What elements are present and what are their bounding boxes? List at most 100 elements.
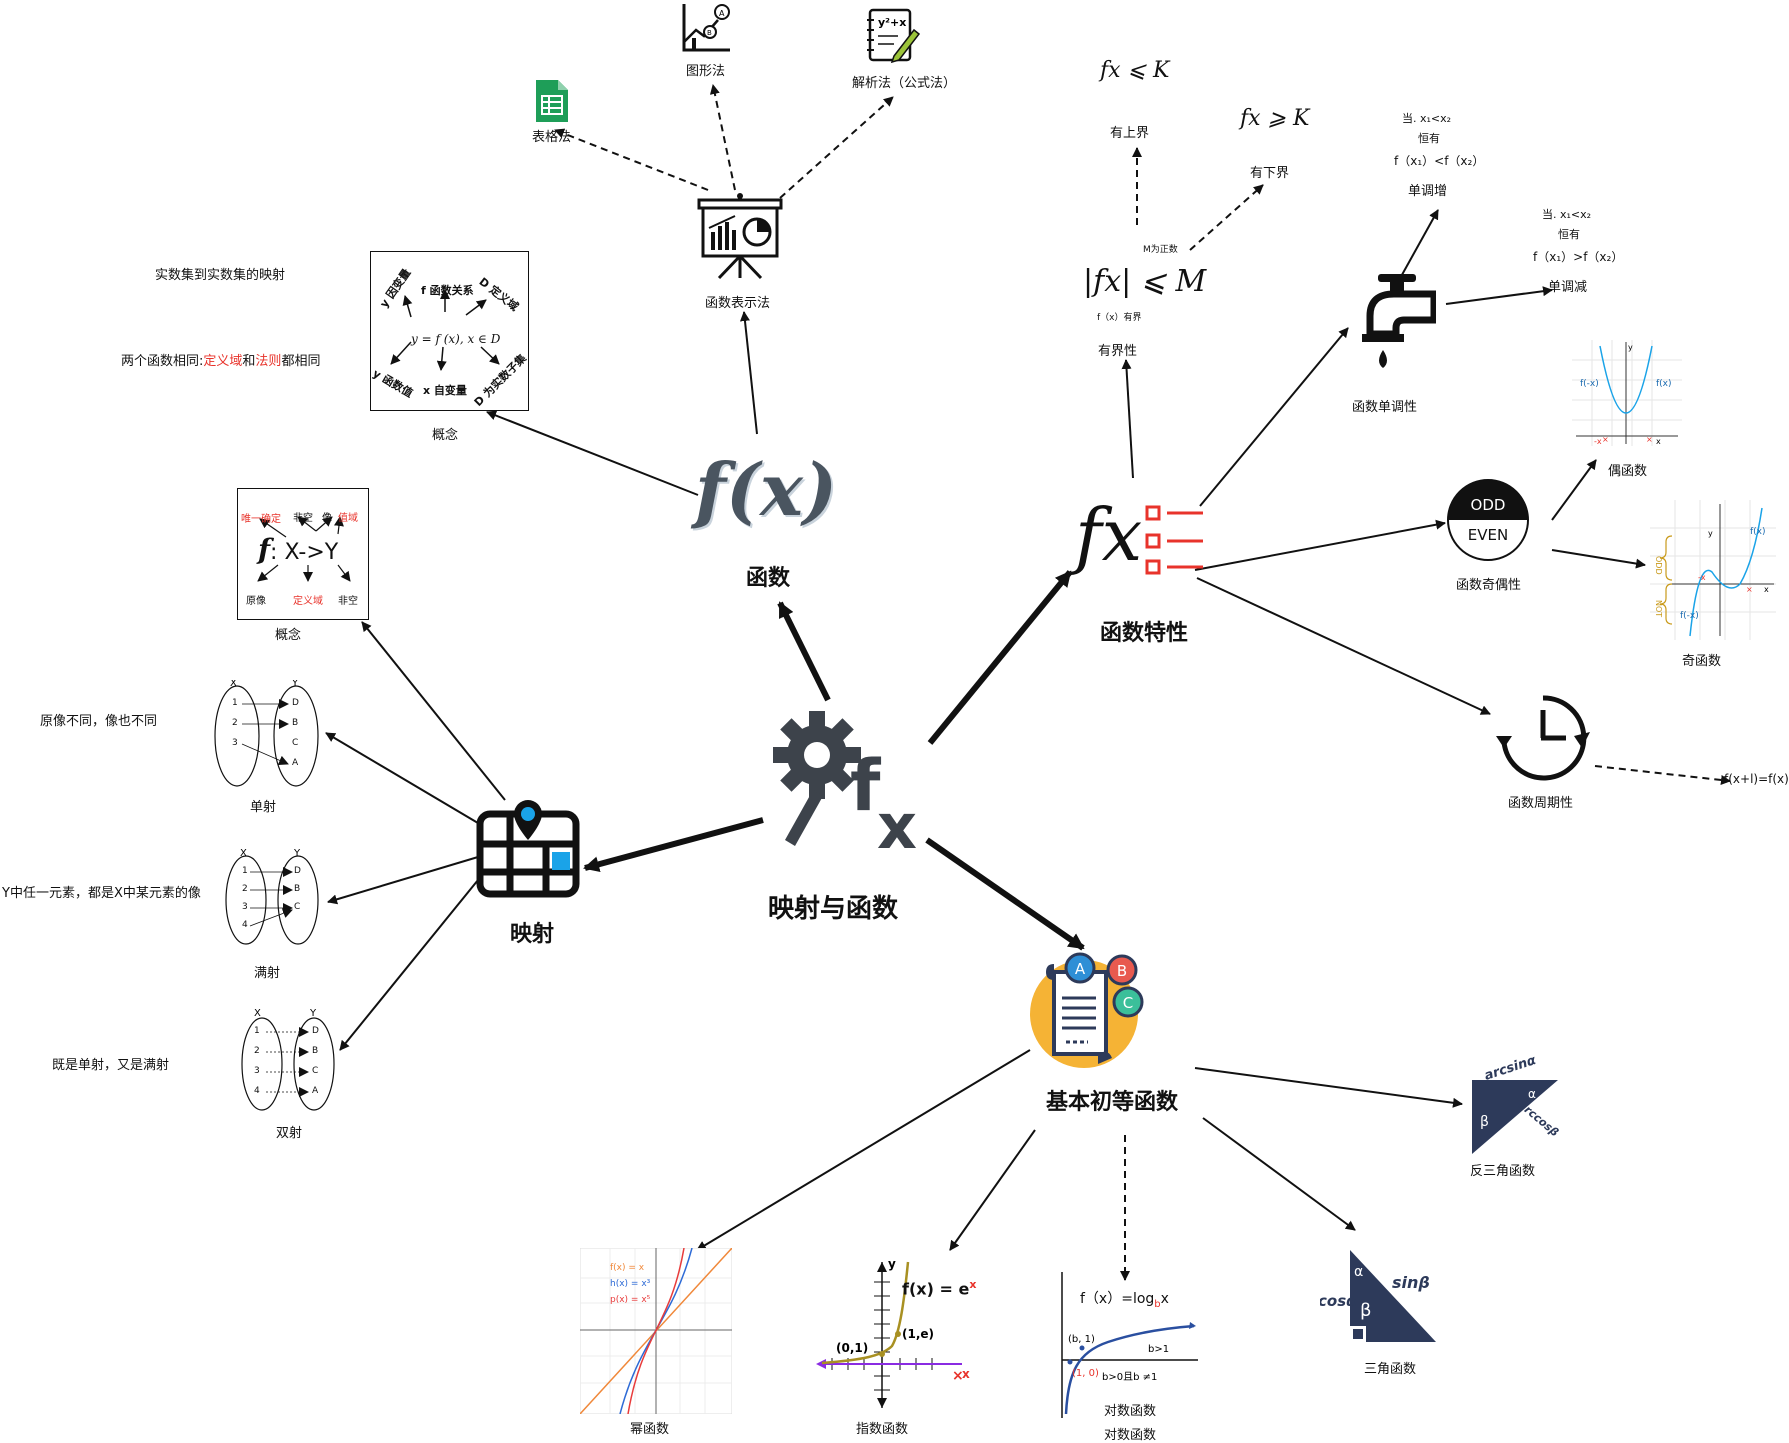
surjection-note: Y中任一元素，都是X中某元素的像 (2, 886, 201, 901)
fx-icon: f(x) (695, 447, 838, 532)
svg-text:×: × (952, 1368, 964, 1384)
fx-properties-icon: fx (1075, 493, 1143, 577)
exp-formula: f(x) = ex (902, 1278, 977, 1299)
inc-cond-2: 恒有 (1418, 132, 1440, 145)
injection-diagram[interactable]: X Y 1 2 3 D B C A (212, 678, 322, 790)
link-function-concept (486, 410, 699, 496)
set-y-label: Y (291, 680, 299, 689)
log-formula: f（x）=logbx (1080, 1291, 1169, 1310)
power-function-graph: f(x) = x h(x) = x³ p(x) = x⁵ (579, 1247, 733, 1415)
injection-x-1: 1 (232, 698, 238, 708)
link-mapping-bijection (339, 879, 479, 1051)
injection-sets: X Y (214, 678, 319, 787)
exp-axis-x: x (962, 1367, 970, 1381)
even-graph: × × f(-x) f(x) -x x y (1572, 340, 1682, 446)
bijection-diagram[interactable]: X Y 1 2 3 4 D B C A (238, 1008, 338, 1114)
odd-axis-x: x (1764, 585, 1769, 594)
label-nonempty-top: 非空 (293, 513, 313, 524)
log-point-1: (b, 1) (1068, 1334, 1095, 1345)
log-b1: b>1 (1148, 1344, 1169, 1355)
clock-node[interactable] (1494, 692, 1592, 782)
parity-title: 函数奇偶性 (1456, 578, 1522, 593)
graph-method-label: 图形法 (686, 64, 726, 79)
mapping-concept-box[interactable]: 唯一确定 非空 像 值域 f: X->Y 原像 定义域 非空 (237, 488, 369, 620)
table-method-node[interactable] (534, 80, 568, 122)
exp-graph: × y x (0,1) (1,e) (816, 1257, 970, 1408)
surjection-y-1: D (294, 866, 301, 876)
table-method-label: 表格法 (532, 130, 572, 145)
mapping-concept-arrows (257, 516, 351, 582)
dec-cond-3: f（x₁）>f（x₂） (1533, 250, 1624, 264)
link-repr-analytic (779, 96, 894, 199)
properties-node[interactable]: fx (1075, 495, 1205, 585)
boundedness-title: 有界性 (1098, 344, 1138, 359)
injection-y-1: D (292, 698, 299, 708)
inc-cond-3: f（x₁）<f（x₂） (1394, 154, 1485, 168)
center-node[interactable]: f x (765, 700, 935, 863)
link-mono-dec (1445, 286, 1553, 305)
badge-a: A (1075, 960, 1086, 978)
power-legend-2: h(x) = x³ (610, 1279, 651, 1289)
bijection-note: 既是单射，又是满射 (52, 1058, 170, 1073)
svg-text:B: B (707, 29, 712, 37)
set-x-label: X (230, 680, 237, 689)
inc-label: 单调增 (1408, 184, 1448, 199)
surjection-y-2: B (294, 884, 301, 894)
function-note-mapping: 实数集到实数集的映射 (155, 268, 286, 283)
surjection-diagram[interactable]: X Y 1 2 3 4 D B C (222, 848, 322, 948)
elementary-node[interactable]: A B C (1026, 950, 1146, 1070)
function-concept-box[interactable]: y 因变量 f 函数关系 D 定义域 y = f (x), x ∈ D y 函数… (370, 251, 529, 411)
graph-method-node[interactable]: A B (678, 2, 734, 54)
odd-even-node[interactable]: ODD EVEN (1446, 478, 1530, 562)
label-nonempty-bottom: 非空 (338, 596, 358, 607)
injection-x-2: 2 (232, 718, 238, 728)
surjection-y-3: C (294, 902, 301, 912)
odd-label: 奇函数 (1682, 654, 1722, 669)
function-node[interactable]: f(x) (695, 440, 838, 540)
link-elem-exp (949, 1129, 1036, 1251)
bijection-sets: X Y (241, 1008, 335, 1111)
m-positive-label: M为正数 (1143, 245, 1178, 255)
inc-cond-1: 当. x₁<x₂ (1402, 112, 1452, 125)
power-graph: f(x) = x h(x) = x³ p(x) = x⁵ (579, 1247, 733, 1415)
even-left: f(-x) (1580, 379, 1599, 389)
bijection-x-4: 4 (254, 1086, 260, 1096)
link-mapping-injection (325, 732, 484, 827)
odd-axis-y: y (1708, 529, 1713, 538)
log-function-graph: (b, 1) (1, 0) b>1 b>0且b ≠1 f（x）=logbx (1048, 1272, 1198, 1418)
label-preimage: 原像 (246, 596, 266, 607)
mapping-node[interactable] (476, 800, 582, 898)
inverse-triangle-icon: arcsinα arccosβ α β (1472, 1053, 1561, 1154)
link-prop-bounded (1121, 359, 1134, 479)
function-note-equal: 两个函数相同:定义域和法则都相同 (121, 354, 321, 369)
svg-text:×: × (1646, 435, 1653, 444)
bijection-x-3: 3 (254, 1066, 260, 1076)
odd-side-1: ODD (1654, 556, 1663, 575)
log-point-2: (1, 0) (1072, 1368, 1099, 1379)
formula-notebook-icon: y²+x (867, 8, 921, 64)
odd-side-2: NOT (1654, 600, 1663, 617)
invtrig-label: 反三角函数 (1470, 1164, 1536, 1179)
analytic-method-node[interactable]: y²+x (864, 8, 922, 66)
badge-b: B (1117, 962, 1127, 980)
log-label-1: 对数函数 (1104, 1404, 1157, 1419)
svg-text:y²+x: y²+x (878, 16, 906, 29)
invtrig-alpha: α (1528, 1087, 1536, 1101)
representation-node[interactable] (695, 192, 785, 280)
faucet-node[interactable] (1356, 272, 1438, 380)
faucet-icon (1362, 274, 1438, 368)
power-label: 幂函数 (630, 1422, 670, 1437)
lower-bound-label: 有下界 (1250, 166, 1290, 181)
exp-axis-y: y (888, 1257, 896, 1271)
exp-label: 指数函数 (856, 1422, 909, 1437)
link-mapping-concept (361, 621, 506, 801)
bijection-y-3: C (312, 1066, 319, 1076)
log-cond: b>0且b ≠1 (1102, 1371, 1157, 1383)
document-abc-icon: A B C (1030, 952, 1144, 1068)
properties-title: 函数特性 (1100, 621, 1189, 646)
invtrig-icon-wrap: arcsinα arccosβ α β (1470, 1050, 1570, 1154)
power-legend-1: f(x) = x (610, 1263, 645, 1273)
label-unique: 唯一确定 (241, 514, 281, 525)
bijection-y-2: B (312, 1046, 319, 1056)
exp-point-1: (0,1) (836, 1341, 868, 1355)
